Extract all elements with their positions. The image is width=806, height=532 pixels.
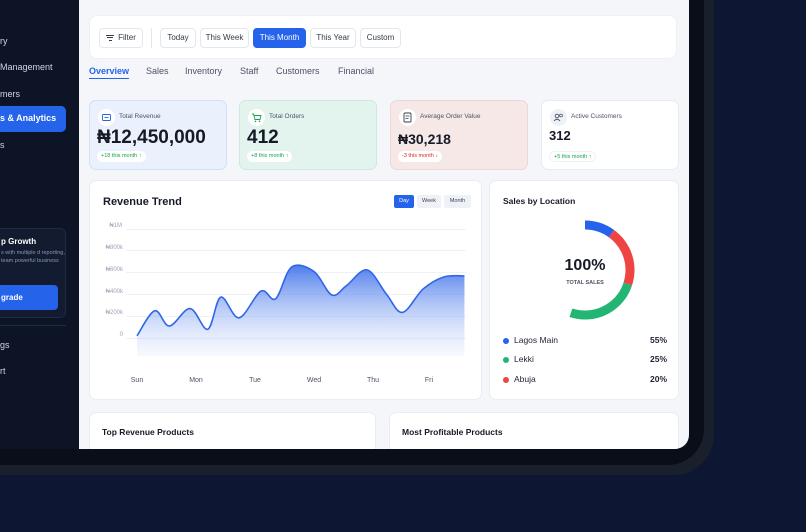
donut-slice-lagos-main[interactable] <box>535 220 635 320</box>
x-tick-label: Wed <box>306 377 322 384</box>
card-value: 312 <box>549 128 571 143</box>
card-label: Total Revenue <box>119 113 161 120</box>
y-tick-label: 0 <box>119 332 123 338</box>
x-tick-label: Mon <box>189 377 203 384</box>
legend-swatch <box>503 377 509 383</box>
top-revenue-products-panel: Top Revenue Products <box>89 412 376 449</box>
sidebar-item-customers[interactable]: mers <box>0 89 20 99</box>
legend-name: Lagos Main <box>514 335 558 345</box>
legend-row-lekki: Lekki 25% <box>503 354 667 366</box>
tab-staff[interactable]: Staff <box>240 66 259 76</box>
sidebar-divider <box>0 325 66 326</box>
receipt-icon <box>399 109 416 126</box>
range-this-year[interactable]: This Year <box>310 28 356 48</box>
upgrade-promo-card: p Growth s with multiple d reporting, te… <box>0 228 66 318</box>
y-tick-label: ₦800k <box>105 245 123 251</box>
toolbar-divider <box>151 28 152 48</box>
card-value: ₦12,450,000 <box>97 127 206 148</box>
trend-badge: +8 this month ↑ <box>247 151 293 162</box>
promo-title: p Growth <box>1 237 37 246</box>
sidebar: ry Management mers s & Analytics s p Gro… <box>0 0 79 449</box>
revenue-area-chart <box>136 264 465 356</box>
sidebar-item-partial[interactable]: s <box>0 140 5 150</box>
card-label: Average Order Value <box>420 113 481 120</box>
x-tick-label: Fri <box>424 377 434 384</box>
stat-card-total-orders[interactable]: Total Orders 412 +8 this month ↑ <box>239 100 377 170</box>
tab-financial[interactable]: Financial <box>338 66 375 76</box>
legend-name: Abuja <box>514 374 536 384</box>
revenue-trend-panel: Revenue Trend Day Week Month ₦1M ₦800k ₦… <box>89 180 482 400</box>
trend-badge: -3 this month ↓ <box>398 151 443 162</box>
legend-percent: 20% <box>649 374 667 384</box>
x-tick-label: Sun <box>130 377 144 384</box>
legend-row-abuja: Abuja 20% <box>503 374 667 386</box>
range-today[interactable]: Today <box>160 28 196 48</box>
revenue-trend-title: Revenue Trend <box>103 196 182 208</box>
y-tick-label: ₦600k <box>105 267 123 273</box>
date-filter-toolbar: Filter Today This Week This Month This Y… <box>89 15 677 59</box>
sidebar-item-support[interactable]: rt <box>0 366 6 376</box>
stat-card-total-revenue[interactable]: Total Revenue ₦12,450,000 +18 this month… <box>89 100 227 170</box>
legend-percent: 25% <box>649 354 667 364</box>
range-custom[interactable]: Custom <box>360 28 401 48</box>
tab-sales[interactable]: Sales <box>146 66 169 76</box>
sidebar-item-analytics[interactable]: s & Analytics <box>0 106 66 132</box>
tab-overview[interactable]: Overview <box>89 66 130 79</box>
sidebar-item-management[interactable]: Management <box>0 62 53 72</box>
card-label: Active Customers <box>571 113 622 120</box>
donut-center-label: TOTAL SALES <box>566 280 604 286</box>
sales-donut-chart <box>535 220 635 320</box>
receipt-icon <box>98 109 115 126</box>
trend-badge: +18 this month ↑ <box>97 151 146 162</box>
cart-icon <box>248 109 265 126</box>
upgrade-button[interactable]: grade <box>0 285 58 310</box>
legend-swatch <box>503 357 509 363</box>
segment-month[interactable]: Month <box>444 195 471 208</box>
revenue-line <box>136 264 465 337</box>
donut-slice-lekki[interactable] <box>535 220 635 320</box>
grid-line <box>126 250 466 251</box>
y-tick-label: ₦200k <box>105 310 123 316</box>
revenue-area-fill <box>137 265 465 356</box>
stat-card-active-customers[interactable]: Active Customers 312 +5 this month ↑ <box>541 100 679 170</box>
legend-name: Lekki <box>514 354 534 364</box>
x-tick-label: Tue <box>249 377 261 384</box>
card-value: ₦30,218 <box>398 131 451 147</box>
range-this-week[interactable]: This Week <box>200 28 249 48</box>
stat-card-average-order-value[interactable]: Average Order Value ₦30,218 -3 this mont… <box>390 100 528 170</box>
segment-week[interactable]: Week <box>417 195 441 208</box>
y-tick-label: ₦400k <box>105 289 123 295</box>
tab-inventory[interactable]: Inventory <box>185 66 223 76</box>
card-label: Total Orders <box>269 113 305 120</box>
top-revenue-products-title: Top Revenue Products <box>102 427 194 437</box>
donut-center-value: 100% <box>564 257 606 274</box>
card-value: 412 <box>247 127 279 148</box>
sidebar-item-settings[interactable]: gs <box>0 340 10 350</box>
sales-by-location-panel: Sales by Location 100% TOTAL SALES Lagos… <box>489 180 679 400</box>
filter-label: Filter <box>118 33 136 42</box>
trend-badge: +5 this month ↑ <box>549 151 597 162</box>
filter-button[interactable]: Filter <box>99 28 143 48</box>
segment-day[interactable]: Day <box>394 195 414 208</box>
promo-text: s with multiple d reporting, team powerf… <box>1 250 65 264</box>
app-screen: ry Management mers s & Analytics s p Gro… <box>0 0 689 449</box>
users-icon <box>550 109 567 126</box>
sidebar-item-inventory[interactable]: ry <box>0 36 8 46</box>
grid-line <box>126 229 466 230</box>
y-tick-label: ₦1M <box>109 223 122 229</box>
sales-by-location-title: Sales by Location <box>503 196 576 206</box>
legend-row-lagos-main: Lagos Main 55% <box>503 335 667 347</box>
legend-swatch <box>503 338 509 344</box>
filter-icon <box>106 33 115 42</box>
legend-percent: 55% <box>649 335 667 345</box>
most-profitable-products-panel: Most Profitable Products <box>389 412 679 449</box>
donut-slice-abuja[interactable] <box>535 220 635 320</box>
x-tick-label: Thu <box>366 377 380 384</box>
tab-customers[interactable]: Customers <box>276 66 320 76</box>
most-profitable-products-title: Most Profitable Products <box>402 427 503 437</box>
range-this-month[interactable]: This Month <box>253 28 306 48</box>
